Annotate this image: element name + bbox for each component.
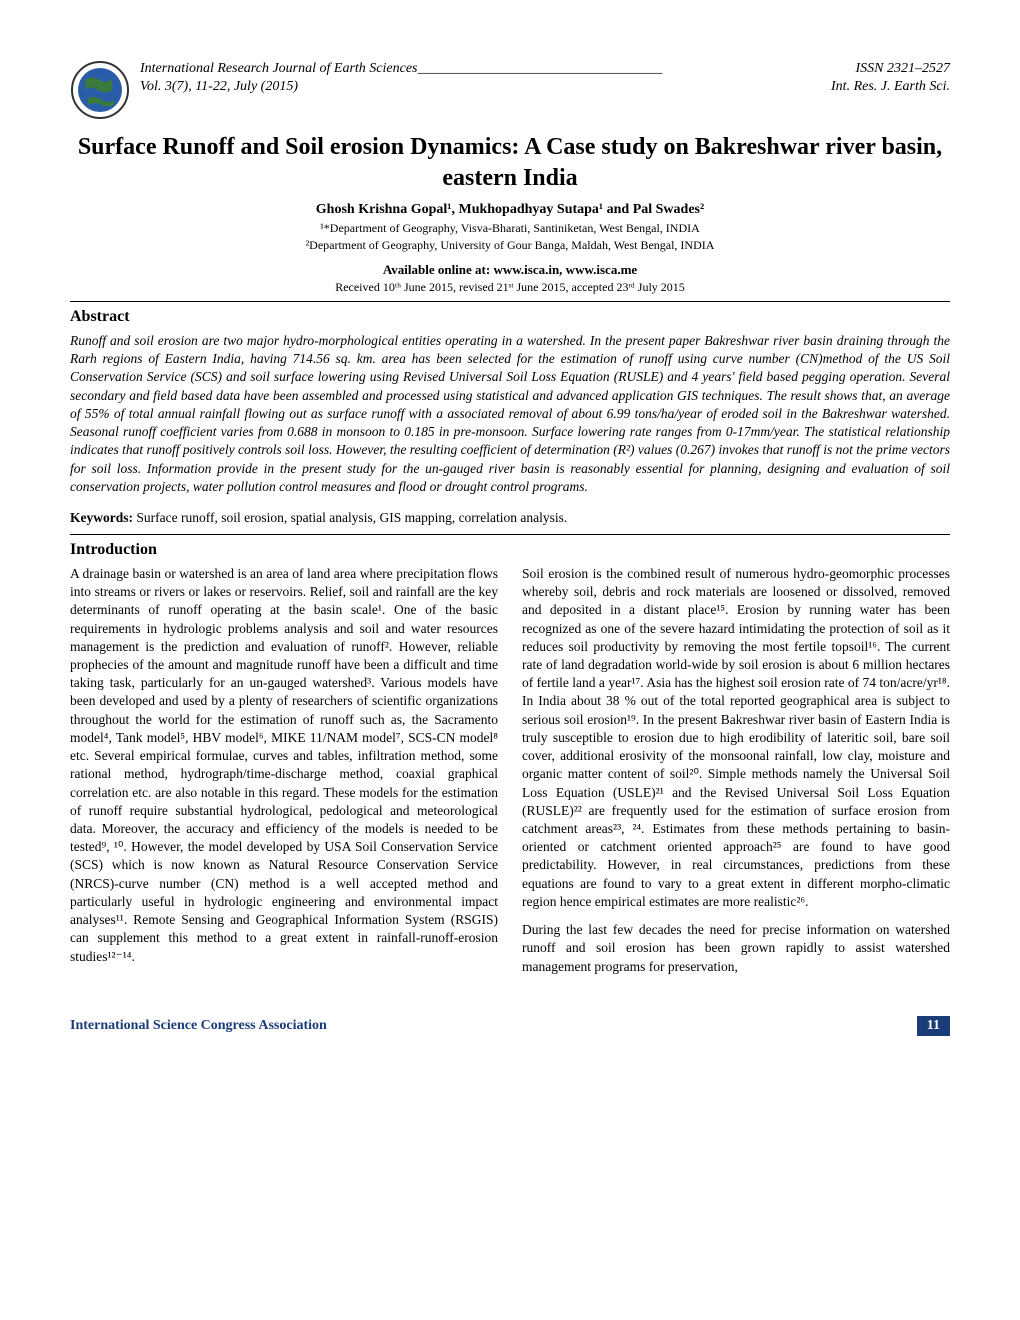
journal-abbr: Int. Res. J. Earth Sci.	[831, 78, 950, 96]
introduction-column-1: A drainage basin or watershed is an area…	[70, 565, 498, 986]
divider-bottom	[70, 534, 950, 535]
intro-paragraph-3: During the last few decades the need for…	[522, 921, 950, 976]
issn-label: ISSN 2321–2527	[856, 60, 951, 78]
introduction-heading: Introduction	[70, 541, 950, 559]
introduction-column-2: Soil erosion is the combined result of n…	[522, 565, 950, 986]
abstract-text: Runoff and soil erosion are two major hy…	[70, 332, 950, 496]
affiliation-2: ²Department of Geography, University of …	[70, 237, 950, 254]
dates-line: Received 10ᵗʰ June 2015, revised 21ˢᵗ Ju…	[70, 280, 950, 295]
header-text-block: International Research Journal of Earth …	[140, 60, 950, 96]
volume-info: Vol. 3(7), 11-22, July (2015)	[140, 78, 298, 96]
abstract-heading: Abstract	[70, 308, 950, 326]
keywords-label: Keywords:	[70, 510, 133, 525]
introduction-columns: A drainage basin or watershed is an area…	[70, 565, 950, 986]
footer-org: International Science Congress Associati…	[70, 1018, 327, 1034]
page-footer: International Science Congress Associati…	[70, 1016, 950, 1036]
page-header: International Research Journal of Earth …	[70, 60, 950, 120]
keywords-line: Keywords: Surface runoff, soil erosion, …	[70, 510, 950, 526]
authors-line: Ghosh Krishna Gopal¹, Mukhopadhyay Sutap…	[70, 202, 950, 218]
journal-logo	[70, 60, 130, 120]
affiliations-block: ¹*Department of Geography, Visva-Bharati…	[70, 220, 950, 254]
journal-name: International Research Journal of Earth …	[140, 60, 662, 78]
affiliation-1: ¹*Department of Geography, Visva-Bharati…	[70, 220, 950, 237]
keywords-text: Surface runoff, soil erosion, spatial an…	[133, 510, 567, 525]
availability-line: Available online at: www.isca.in, www.is…	[70, 262, 950, 278]
page-number: 11	[917, 1016, 950, 1036]
intro-paragraph-2: Soil erosion is the combined result of n…	[522, 565, 950, 911]
intro-paragraph-1: A drainage basin or watershed is an area…	[70, 565, 498, 966]
article-title: Surface Runoff and Soil erosion Dynamics…	[70, 132, 950, 194]
divider-top	[70, 301, 950, 302]
